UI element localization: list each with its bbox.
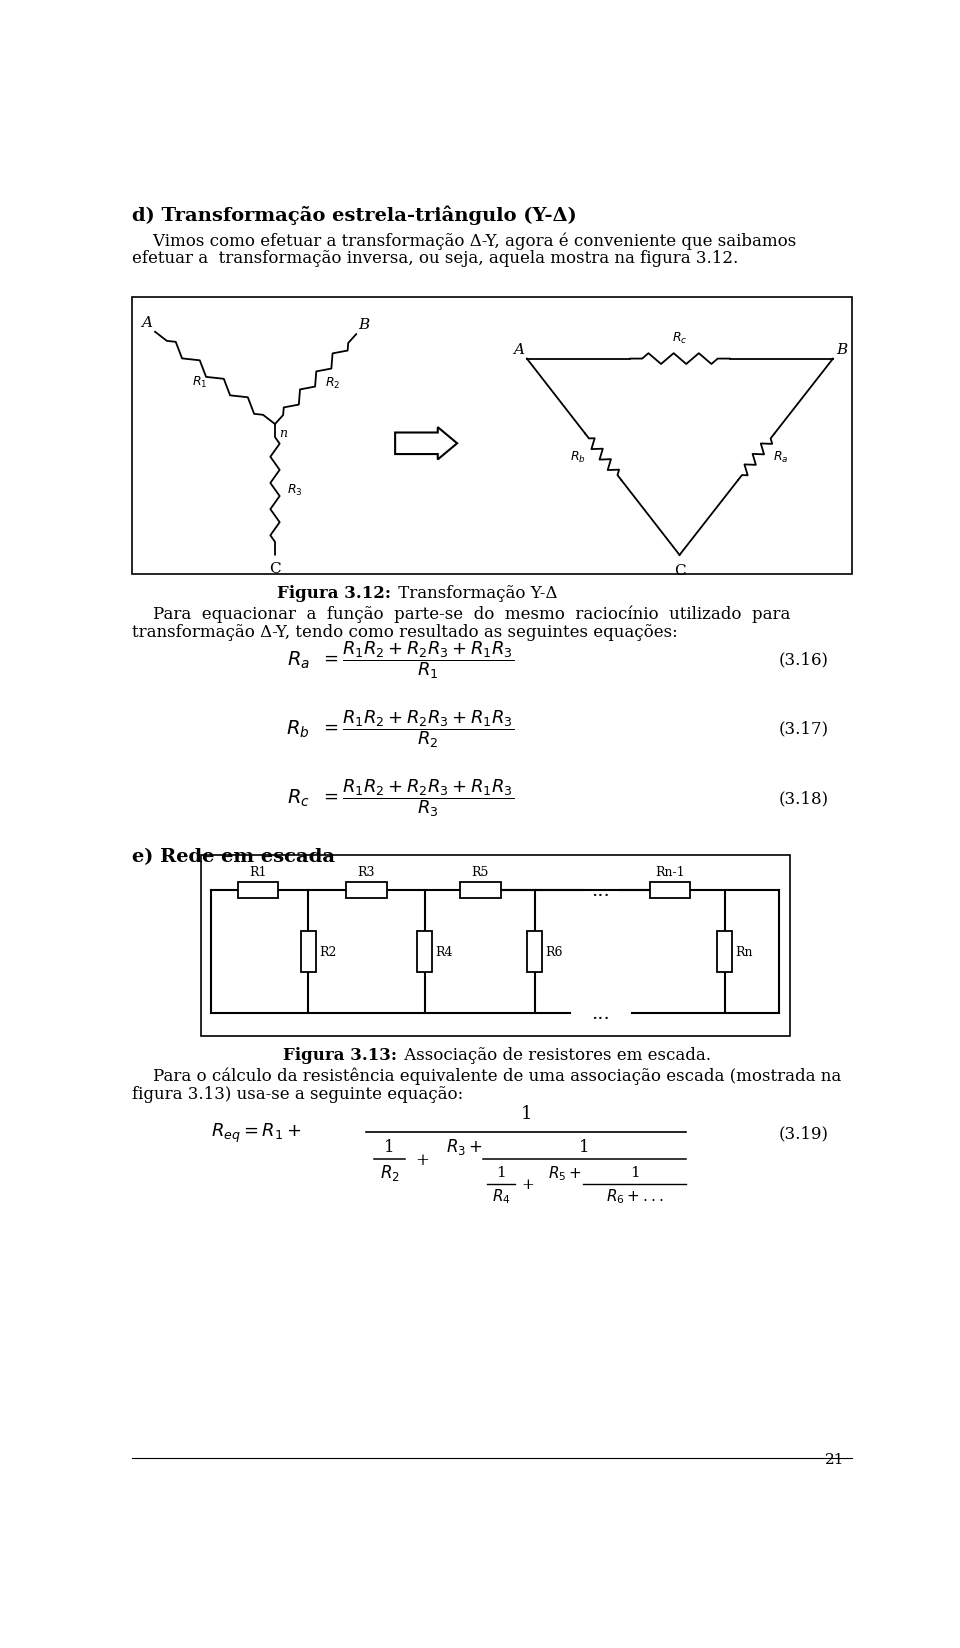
Text: 1: 1 [520,1104,532,1122]
Bar [527,931,542,972]
Text: C: C [674,564,685,577]
Text: Rn: Rn [735,946,753,959]
Text: Associação de resistores em escada.: Associação de resistores em escada. [399,1046,711,1063]
Text: R3: R3 [358,865,375,878]
Text: R1: R1 [250,865,267,878]
Bar [238,883,278,898]
Text: (3.17): (3.17) [779,720,829,737]
Text: R4: R4 [436,946,453,959]
Text: R6: R6 [545,946,563,959]
Text: efetuar a  transformação inversa, ou seja, aquela mostra na figura 3.12.: efetuar a transformação inversa, ou seja… [132,250,738,267]
Bar [132,298,852,575]
Bar [202,855,790,1037]
Text: figura 3.13) usa-se a seguinte equação:: figura 3.13) usa-se a seguinte equação: [132,1084,463,1103]
Text: $R_b$: $R_b$ [286,719,310,740]
Text: $R_b$: $R_b$ [570,450,587,465]
Bar [347,883,387,898]
Text: $R_c$: $R_c$ [287,788,310,809]
Text: Transformação Y-Δ: Transformação Y-Δ [393,585,558,602]
Text: 1: 1 [630,1165,639,1180]
Text: $R_5 +$: $R_5 +$ [548,1163,582,1182]
Text: C: C [269,562,281,575]
Text: Figura 3.12:: Figura 3.12: [277,585,392,602]
Text: ...: ... [591,882,610,900]
Text: A: A [141,315,153,330]
Bar [717,931,732,972]
Text: 1: 1 [496,1165,506,1180]
Text: 1: 1 [384,1139,395,1155]
Text: +: + [416,1152,429,1168]
Text: Vimos como efetuar a transformação Δ-Y, agora é conveniente que saibamos: Vimos como efetuar a transformação Δ-Y, … [132,232,796,250]
Bar [650,883,690,898]
Text: R2: R2 [319,946,337,959]
Text: 21: 21 [826,1452,845,1467]
Text: Para o cálculo da resistência equivalente de uma associação escada (mostrada na: Para o cálculo da resistência equivalent… [132,1068,841,1084]
Text: A: A [513,343,524,358]
Text: e) Rede em escada: e) Rede em escada [132,849,335,865]
Text: R5: R5 [471,865,489,878]
Bar [460,883,500,898]
Text: $R_4$: $R_4$ [492,1187,511,1205]
FancyArrow shape [396,428,457,460]
Text: $R_a$: $R_a$ [287,649,310,671]
Text: d) Transformação estrela-triângulo (Y-Δ): d) Transformação estrela-triângulo (Y-Δ) [132,206,576,224]
Text: $=\dfrac{R_1R_2 + R_2R_3 + R_1R_3}{R_3}$: $=\dfrac{R_1R_2 + R_2R_3 + R_1R_3}{R_3}$ [320,778,515,819]
Text: +: + [521,1177,534,1192]
Text: Para  equacionar  a  função  parte-se  do  mesmo  raciocínio  utilizado  para: Para equacionar a função parte-se do mes… [132,605,790,623]
Text: $R_3 +$: $R_3 +$ [445,1137,482,1157]
Text: 1: 1 [579,1139,589,1155]
Text: $R_6 + ...$: $R_6 + ...$ [606,1187,663,1205]
Bar [300,931,316,972]
Text: $R_2$: $R_2$ [380,1163,399,1183]
Bar [417,931,432,972]
Text: B: B [359,318,370,331]
Text: $R_3$: $R_3$ [287,483,303,498]
Text: Figura 3.13:: Figura 3.13: [283,1046,397,1063]
Text: B: B [836,343,848,358]
Text: (3.19): (3.19) [780,1124,829,1140]
Text: ...: ... [591,1005,610,1022]
Text: (3.18): (3.18) [779,789,829,806]
Text: $R_{eq} = R_1 +$: $R_{eq} = R_1 +$ [211,1121,302,1144]
Text: transformação Δ-Y, tendo como resultado as seguintes equações:: transformação Δ-Y, tendo como resultado … [132,623,678,641]
Text: $R_c$: $R_c$ [672,330,687,346]
Text: n: n [278,427,287,440]
Text: $=\dfrac{R_1R_2 + R_2R_3 + R_1R_3}{R_1}$: $=\dfrac{R_1R_2 + R_2R_3 + R_1R_3}{R_1}$ [320,639,515,681]
Text: $=\dfrac{R_1R_2 + R_2R_3 + R_1R_3}{R_2}$: $=\dfrac{R_1R_2 + R_2R_3 + R_1R_3}{R_2}$ [320,709,515,750]
Text: $R_2$: $R_2$ [325,376,341,391]
Text: (3.16): (3.16) [780,651,829,667]
Text: $R_1$: $R_1$ [192,374,207,391]
Text: $R_a$: $R_a$ [774,450,789,465]
Text: Rn-1: Rn-1 [656,865,685,878]
